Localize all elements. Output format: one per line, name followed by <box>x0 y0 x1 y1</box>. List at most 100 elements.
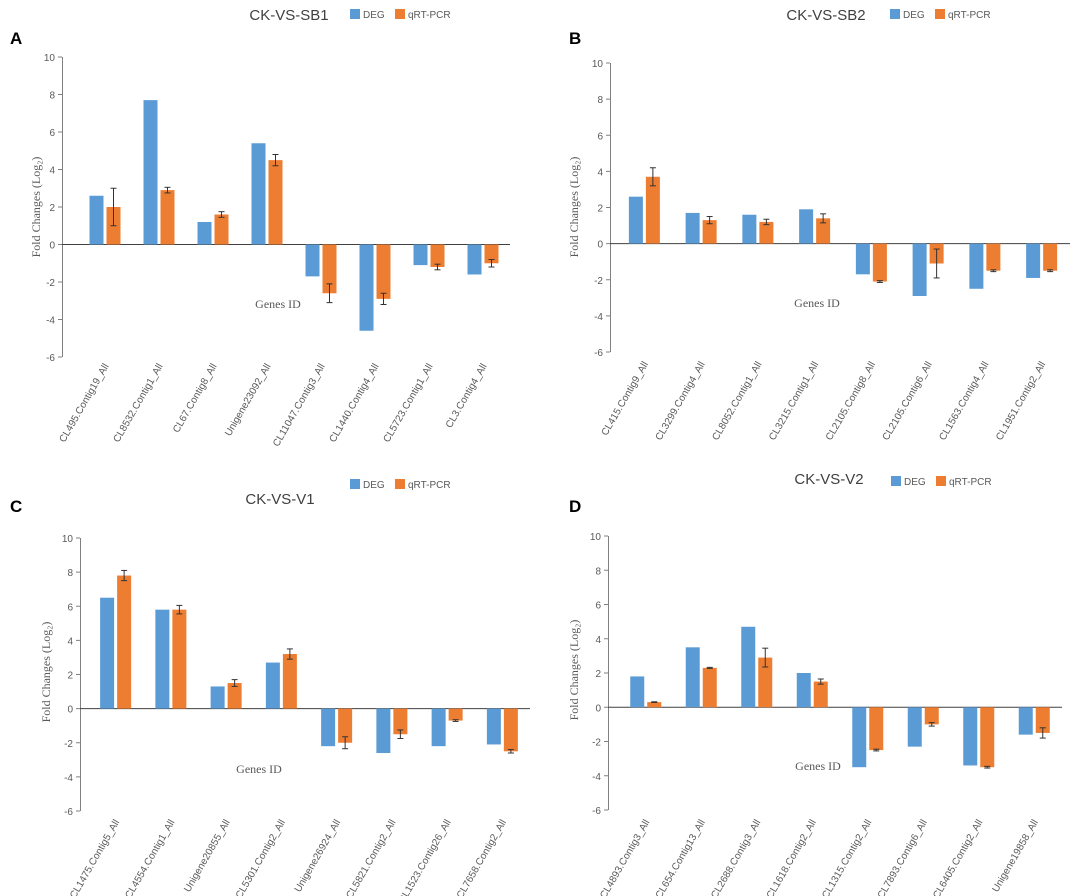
qrt-pcr-bar <box>448 708 463 721</box>
qrt-pcr-bar <box>484 244 499 264</box>
deg-bar <box>1026 243 1041 278</box>
error-bar <box>706 666 713 669</box>
x-tick-label: CL1475.Contig5_All <box>68 818 122 896</box>
x-tick-label: CL1440.Contig4_All <box>328 362 382 445</box>
error-bar <box>397 729 404 739</box>
error-bar <box>218 211 225 218</box>
x-tick-label: CL1563.Contig4_All <box>937 360 991 443</box>
error-bar <box>286 648 293 660</box>
panel-label: D <box>569 497 581 516</box>
error-bar <box>928 722 935 727</box>
x-tick-label: CL5821.Contig2_All <box>344 818 398 896</box>
panel-label: A <box>10 29 22 48</box>
x-tick-label: Unigene23092_All <box>223 362 273 438</box>
qrt-pcr-bar <box>702 667 717 708</box>
x-tick-label: CL2105.Contig6_All <box>881 360 935 443</box>
error-bar <box>488 259 495 268</box>
y-tick-label: 0 <box>67 705 73 716</box>
x-tick-label: CL1523.Contig26_All <box>397 818 454 896</box>
y-tick-label: -6 <box>592 806 601 817</box>
y-tick-label: -4 <box>592 772 601 783</box>
deg-bar <box>796 673 811 708</box>
y-tick-label: 0 <box>597 240 603 251</box>
y-tick-label: 8 <box>595 566 601 577</box>
qrt-pcr-bar <box>376 244 391 299</box>
y-tick-label: -6 <box>46 353 55 364</box>
legend-swatch-deg <box>890 9 900 19</box>
legend-swatch-qrt-pcr <box>395 479 405 489</box>
x-tick-label: CL495.Contig19_All <box>58 362 112 445</box>
legend-label: DEG <box>903 10 925 21</box>
qrt-pcr-bar <box>869 707 884 751</box>
y-tick-label: 6 <box>597 131 603 142</box>
legend-label: qRT-PCR <box>408 10 451 21</box>
deg-bar <box>413 244 428 266</box>
x-tick-label: CL67.Contig8_All <box>171 362 219 435</box>
legend-label: DEG <box>363 10 385 21</box>
qrt-pcr-bar <box>393 708 408 735</box>
error-bar <box>176 604 183 615</box>
x-axis-title: Genes ID <box>236 762 282 776</box>
y-tick-label: -2 <box>594 276 603 287</box>
y-tick-label: 10 <box>62 534 74 545</box>
chart-title: CK-VS-SB1 <box>249 7 328 24</box>
x-axis-title: Genes ID <box>255 297 301 311</box>
x-axis-title: Genes ID <box>795 759 841 773</box>
deg-bar <box>376 708 391 753</box>
legend: DEG qRT-PCR <box>891 476 992 488</box>
qrt-pcr-bar <box>816 218 831 244</box>
qrt-pcr-bar <box>813 681 828 708</box>
x-tick-label: CL6405.Contig2_All <box>931 818 985 896</box>
qrt-pcr-bar <box>160 190 175 245</box>
y-tick-label: 8 <box>67 568 73 579</box>
deg-bar <box>741 626 756 708</box>
deg-bar <box>969 243 984 289</box>
error-bar <box>763 218 770 226</box>
qrt-pcr-bar <box>1035 707 1050 733</box>
error-bar <box>817 678 824 685</box>
qrt-pcr-bar <box>430 244 445 267</box>
deg-bar <box>467 244 482 275</box>
qrt-pcr-bar <box>1043 243 1058 271</box>
y-tick-label: -2 <box>64 739 73 750</box>
x-tick-label: CL1618.Contig2_All <box>765 818 819 896</box>
deg-bar <box>1018 707 1033 735</box>
y-axis-title: Fold Changes (Log₂) <box>567 157 581 258</box>
legend-swatch-deg <box>350 479 360 489</box>
qrt-pcr-bar <box>503 708 518 752</box>
error-bar <box>1047 269 1054 273</box>
y-tick-label: 8 <box>597 95 603 106</box>
deg-bar <box>799 209 814 244</box>
deg-bar <box>431 708 446 747</box>
x-tick-label: CL2688.Contig3_All <box>709 818 763 896</box>
x-tick-label: Unigene20855_All <box>182 818 232 894</box>
error-bar <box>452 719 459 722</box>
deg-bar <box>912 243 927 297</box>
deg-bar <box>963 707 978 766</box>
deg-bar <box>742 214 757 244</box>
qrt-pcr-bar <box>872 243 887 282</box>
legend-swatch-deg <box>891 476 901 486</box>
qrt-pcr-bar <box>214 214 229 245</box>
chart-panel-c: C CK-VS-V1 DEG qRT-PCR -6 -4 -2 0 2 4 6 8 10 Fold Cha… <box>10 479 530 896</box>
qrt-pcr-bar <box>322 244 337 294</box>
error-bar <box>1039 727 1046 739</box>
y-tick-label: 4 <box>49 166 55 177</box>
qrt-pcr-bar <box>758 657 773 708</box>
x-tick-label: CL1951.Contig2_All <box>994 360 1048 443</box>
deg-bar <box>197 222 212 245</box>
qrt-pcr-bar <box>645 176 660 244</box>
deg-bar <box>852 707 867 768</box>
legend-swatch-deg <box>350 9 360 19</box>
y-tick-label: 4 <box>67 636 73 647</box>
y-tick-label: -4 <box>46 316 55 327</box>
y-tick-label: 2 <box>597 204 603 215</box>
x-tick-label: CL1315.Contig2_All <box>820 818 874 896</box>
legend-swatch-qrt-pcr <box>935 9 945 19</box>
panel-label: C <box>10 497 22 516</box>
legend-label: qRT-PCR <box>949 477 992 488</box>
error-bar <box>706 216 713 225</box>
error-bar <box>876 280 883 283</box>
legend-swatch-qrt-pcr <box>936 476 946 486</box>
